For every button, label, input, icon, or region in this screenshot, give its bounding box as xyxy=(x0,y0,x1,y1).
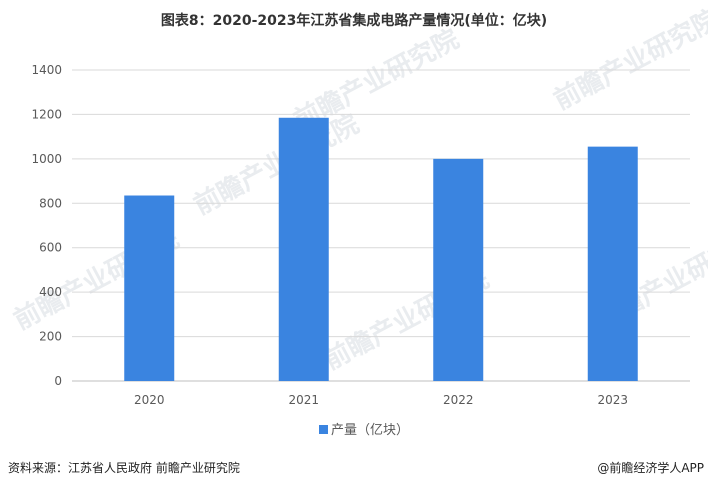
brand-text: @前瞻经济学人APP xyxy=(597,461,704,475)
y-tick-label: 1400 xyxy=(31,63,62,77)
x-tick-label: 2020 xyxy=(134,393,165,407)
legend-swatch xyxy=(319,425,328,434)
footer: 资料来源：江苏省人民政府 前瞻产业研究院 @前瞻经济学人APP xyxy=(0,452,708,488)
y-tick-label: 600 xyxy=(39,241,62,255)
y-tick-label: 0 xyxy=(54,374,62,388)
watermark-text: 前瞻产业研究院 xyxy=(549,3,708,116)
source-text: 资料来源：江苏省人民政府 前瞻产业研究院 xyxy=(8,461,240,475)
bar-2020 xyxy=(124,195,175,381)
y-tick-label: 800 xyxy=(39,196,62,210)
x-tick-label: 2022 xyxy=(443,393,474,407)
bar-2022 xyxy=(433,158,484,381)
bars xyxy=(124,117,638,381)
bar-2023 xyxy=(587,146,638,381)
legend: 产量（亿块） xyxy=(319,423,409,438)
bar-2021 xyxy=(278,117,329,381)
y-axis-ticks: 0 200 400 600 800 1000 1200 1400 xyxy=(31,63,62,388)
x-axis-ticks: 2020 2021 2022 2023 xyxy=(134,393,628,407)
watermark-text: 前瞻产业研究院 xyxy=(189,108,364,221)
y-tick-label: 1000 xyxy=(31,152,62,166)
x-tick-label: 2021 xyxy=(288,393,319,407)
y-tick-label: 1200 xyxy=(31,107,62,121)
x-tick-label: 2023 xyxy=(597,393,628,407)
y-tick-label: 200 xyxy=(39,330,62,344)
legend-label: 产量（亿块） xyxy=(331,423,409,438)
chart-title: 图表8：2020-2023年江苏省集成电路产量情况(单位：亿块) xyxy=(160,13,548,29)
y-tick-label: 400 xyxy=(39,285,62,299)
gridlines xyxy=(72,69,690,382)
